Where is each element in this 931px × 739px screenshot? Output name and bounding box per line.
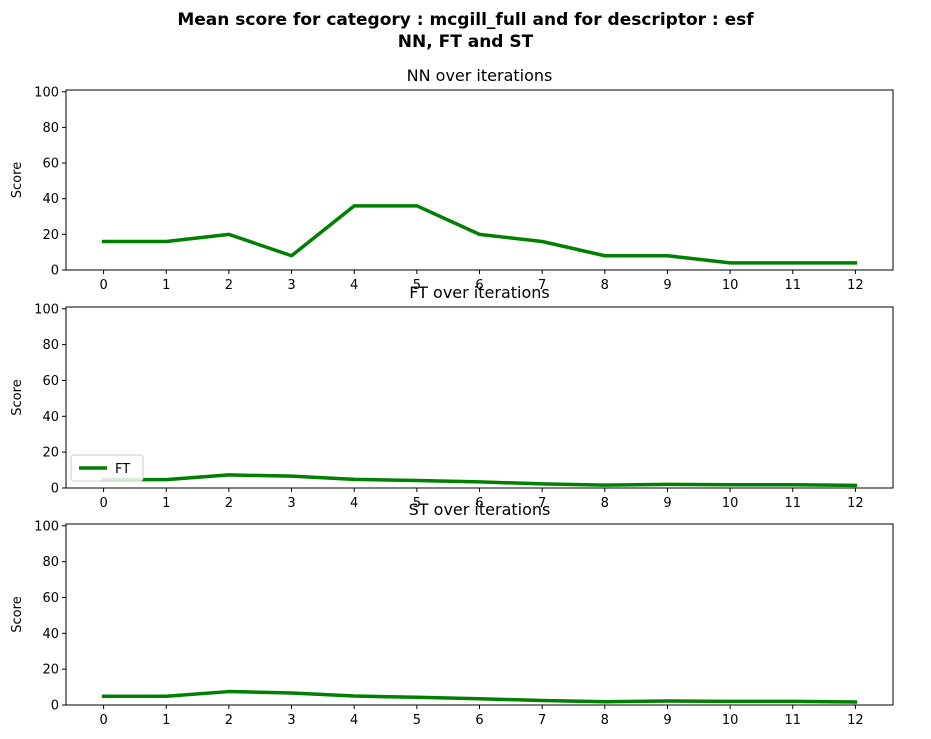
st-axes-frame — [65, 523, 894, 706]
y-tick-label: 40 — [42, 192, 59, 207]
x-tick-label: 2 — [225, 496, 233, 511]
x-tick-label: 9 — [663, 278, 671, 293]
x-tick-label: 9 — [663, 496, 671, 511]
x-tick-label: 5 — [413, 713, 421, 728]
x-tick-label: 7 — [538, 496, 546, 511]
x-tick-label: 7 — [538, 713, 546, 728]
x-tick-label: 11 — [784, 496, 801, 511]
x-tick-label: 4 — [350, 713, 358, 728]
x-tick-label: 10 — [722, 713, 739, 728]
x-tick-label: 2 — [225, 713, 233, 728]
y-tick-label: 0 — [51, 264, 59, 279]
x-tick-label: 11 — [784, 713, 801, 728]
x-tick-label: 1 — [162, 713, 170, 728]
x-tick-label: 8 — [601, 278, 609, 293]
nn-subplot-title: NN over iterations — [407, 66, 553, 85]
st-y-axis-label: Score — [10, 596, 25, 632]
y-tick-label: 100 — [34, 519, 59, 534]
y-tick-label: 20 — [42, 663, 59, 678]
y-tick-label: 80 — [42, 338, 59, 353]
ft-y-axis-label: Score — [10, 379, 25, 415]
y-tick-label: 20 — [42, 228, 59, 243]
x-tick-label: 4 — [350, 496, 358, 511]
x-tick-label: 0 — [99, 713, 107, 728]
x-tick-label: 12 — [847, 713, 864, 728]
x-tick-label: 0 — [99, 496, 107, 511]
x-tick-label: 0 — [99, 278, 107, 293]
x-tick-label: 9 — [663, 713, 671, 728]
y-tick-label: 20 — [42, 446, 59, 461]
x-tick-label: 3 — [287, 496, 295, 511]
st-series-line — [101, 689, 858, 704]
x-tick-label: 6 — [475, 713, 483, 728]
x-tick-label: 5 — [413, 496, 421, 511]
x-tick-label: 8 — [601, 713, 609, 728]
y-tick-label: 60 — [42, 157, 59, 172]
x-tick-label: 8 — [601, 496, 609, 511]
y-tick-label: 60 — [42, 591, 59, 606]
figure-title-line-2: NN, FT and ST — [397, 32, 534, 52]
nn-y-axis-label: Score — [10, 162, 25, 198]
nn-series-line — [101, 204, 858, 265]
legend-label: FT — [115, 462, 130, 477]
x-tick-label: 5 — [413, 278, 421, 293]
ft-subplot-title: FT over iterations — [409, 283, 549, 302]
x-tick-label: 10 — [722, 496, 739, 511]
x-tick-label: 6 — [475, 278, 483, 293]
y-tick-label: 0 — [51, 699, 59, 714]
x-tick-label: 10 — [722, 278, 739, 293]
x-tick-label: 2 — [225, 278, 233, 293]
y-tick-label: 0 — [51, 482, 59, 497]
x-tick-label: 1 — [162, 278, 170, 293]
nn-axes-frame — [65, 89, 894, 271]
y-tick-label: 100 — [34, 85, 59, 100]
y-tick-label: 40 — [42, 410, 59, 425]
x-tick-label: 12 — [847, 278, 864, 293]
x-tick-label: 1 — [162, 496, 170, 511]
x-tick-label: 12 — [847, 496, 864, 511]
figure-title-line-1: Mean score for category : mcgill_full an… — [177, 10, 754, 30]
ft-series-line — [101, 473, 858, 488]
y-tick-label: 100 — [34, 302, 59, 317]
ft-axes-frame — [65, 306, 894, 489]
y-tick-label: 60 — [42, 374, 59, 389]
st-subplot-title: ST over iterations — [409, 500, 551, 519]
x-tick-label: 7 — [538, 278, 546, 293]
y-tick-label: 40 — [42, 627, 59, 642]
x-tick-label: 3 — [287, 278, 295, 293]
x-tick-label: 4 — [350, 278, 358, 293]
x-tick-label: 11 — [784, 278, 801, 293]
x-tick-label: 3 — [287, 713, 295, 728]
y-tick-label: 80 — [42, 555, 59, 570]
y-tick-label: 80 — [42, 121, 59, 136]
x-tick-label: 6 — [475, 496, 483, 511]
